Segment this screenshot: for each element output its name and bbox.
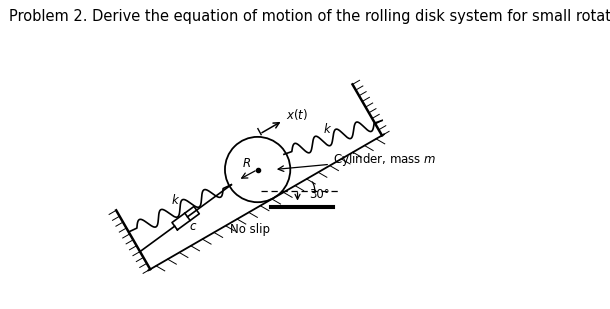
Text: $k$: $k$ bbox=[171, 193, 181, 207]
Text: 30°: 30° bbox=[309, 188, 329, 201]
Text: Problem 2. Derive the equation of motion of the rolling disk system for small ro: Problem 2. Derive the equation of motion… bbox=[9, 9, 610, 24]
Text: $x(t)$: $x(t)$ bbox=[286, 107, 308, 122]
Text: $k$: $k$ bbox=[323, 122, 332, 136]
Text: $c$: $c$ bbox=[190, 219, 198, 232]
Text: $R$: $R$ bbox=[242, 157, 251, 170]
Text: Cylinder, mass $m$: Cylinder, mass $m$ bbox=[278, 151, 436, 171]
Text: No slip: No slip bbox=[230, 223, 270, 236]
